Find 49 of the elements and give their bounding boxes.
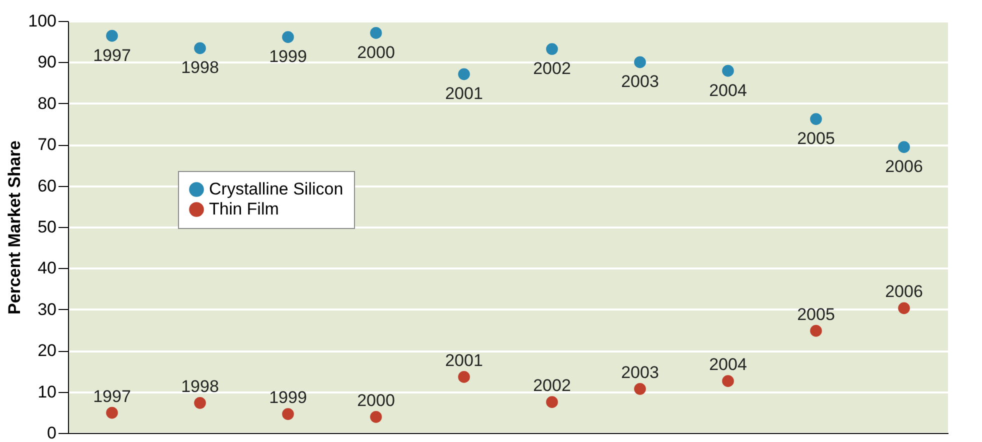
y-axis-title: Percent Market Share: [5, 140, 24, 314]
point: [370, 411, 382, 423]
point: [458, 371, 470, 383]
x-tick-label: 1998: [181, 58, 219, 78]
y-tick-label: 70: [38, 135, 56, 154]
point: [722, 64, 734, 77]
y-tick-label: 30: [38, 300, 56, 319]
x-tick-label: 2004: [709, 80, 747, 100]
point: [194, 397, 206, 409]
point: [898, 302, 910, 314]
point: [458, 68, 470, 80]
legend-label: Thin Film: [209, 200, 279, 218]
category-label: 2000: [357, 390, 395, 410]
point: [370, 27, 382, 39]
point: [106, 30, 118, 42]
y-tick-label: 0: [47, 424, 56, 442]
category-label: 2005: [797, 304, 835, 324]
category-label: 1998: [181, 376, 219, 396]
y-tick-label: 50: [38, 218, 56, 236]
category-label: 2004: [709, 355, 747, 374]
legend-label: Crystalline Silicon: [209, 180, 344, 198]
point: [810, 324, 822, 337]
point: [546, 43, 558, 55]
point: [634, 383, 646, 395]
point: [194, 42, 206, 54]
y-tick-label: 20: [38, 341, 56, 360]
category-label: 2006: [885, 282, 923, 302]
point: [898, 141, 910, 153]
y-tick-label: 10: [38, 382, 56, 402]
category-label: 2003: [621, 362, 659, 382]
point: [106, 406, 118, 419]
point: [810, 113, 822, 125]
x-tick-label: 1997: [93, 46, 131, 65]
point: [546, 396, 558, 408]
y-tick-label: 100: [28, 12, 56, 30]
category-label: 1997: [93, 386, 131, 406]
category-label: 2001: [445, 350, 483, 370]
category-label: 1999: [269, 388, 307, 408]
y-tick-label: 80: [38, 94, 56, 113]
x-tick-label: 2000: [357, 42, 395, 62]
y-tick-label: 60: [38, 176, 56, 196]
point: [282, 31, 294, 43]
point: [634, 56, 646, 68]
point: [282, 408, 294, 420]
x-tick-label: 1999: [269, 47, 307, 66]
y-tick-label: 90: [38, 52, 56, 72]
point: [722, 375, 734, 387]
y-tick-label: 40: [38, 258, 56, 278]
category-label: 2002: [533, 376, 571, 396]
